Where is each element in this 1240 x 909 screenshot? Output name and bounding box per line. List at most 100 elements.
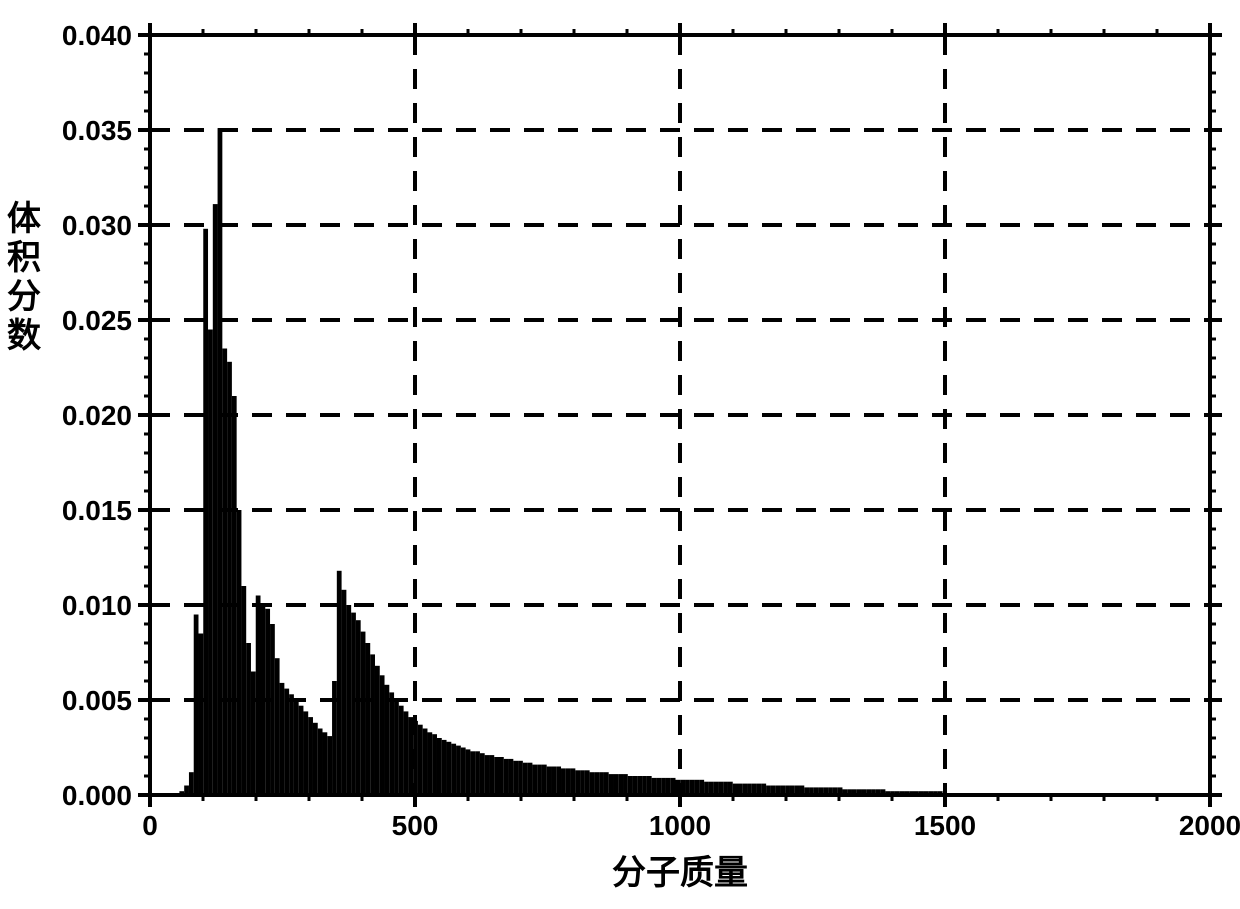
y-axis-label: 体积分数 — [4, 200, 44, 356]
bar — [437, 738, 442, 795]
xtick-label: 0 — [142, 810, 158, 841]
bar — [451, 744, 456, 795]
bar — [299, 706, 304, 795]
bar — [346, 605, 351, 795]
bar — [356, 620, 361, 795]
bar — [442, 740, 447, 795]
bar — [275, 658, 280, 795]
bar — [280, 683, 285, 795]
bar — [671, 778, 676, 795]
bar — [289, 694, 294, 795]
bar — [618, 774, 623, 795]
bar — [342, 590, 347, 795]
bar — [389, 692, 394, 795]
bar — [542, 765, 547, 795]
bar — [633, 776, 638, 795]
bar — [404, 711, 409, 795]
bar — [695, 780, 700, 795]
bar — [642, 776, 647, 795]
ytick-label: 0.035 — [62, 115, 132, 146]
bar — [656, 778, 661, 795]
bar — [408, 717, 413, 795]
bar — [227, 362, 232, 795]
bar — [303, 711, 308, 795]
ytick-label: 0.025 — [62, 305, 132, 336]
bar — [237, 510, 242, 795]
bar — [284, 689, 289, 795]
bar — [241, 586, 246, 795]
bar — [513, 761, 518, 795]
bar — [537, 765, 542, 795]
bar — [323, 732, 328, 795]
bar — [594, 772, 599, 795]
bar — [475, 751, 480, 795]
bar — [504, 759, 509, 795]
xtick-label: 1500 — [914, 810, 976, 841]
bar — [566, 768, 571, 795]
ytick-label: 0.030 — [62, 210, 132, 241]
bar — [599, 772, 604, 795]
bar — [699, 780, 704, 795]
bar — [375, 666, 380, 795]
bar — [461, 748, 466, 796]
ytick-label: 0.005 — [62, 685, 132, 716]
bar — [256, 596, 261, 796]
bar — [666, 778, 671, 795]
bar — [480, 753, 485, 795]
bar — [690, 780, 695, 795]
bar — [423, 729, 428, 796]
bar — [489, 755, 494, 795]
bar — [365, 643, 370, 795]
bar — [523, 763, 528, 795]
bar — [485, 755, 490, 795]
bar — [647, 776, 652, 795]
bar — [590, 772, 595, 795]
bar — [394, 700, 399, 795]
bar — [251, 672, 256, 796]
bar — [380, 675, 385, 795]
bar — [208, 330, 213, 796]
bar — [447, 742, 452, 795]
xtick-label: 500 — [392, 810, 439, 841]
bar — [561, 768, 566, 795]
ytick-label: 0.015 — [62, 495, 132, 526]
bar — [318, 729, 323, 796]
bar — [427, 732, 432, 795]
bar — [456, 746, 461, 795]
bar — [308, 717, 313, 795]
bar — [609, 774, 614, 795]
bar — [637, 776, 642, 795]
bar — [313, 723, 318, 795]
ytick-label: 0.010 — [62, 590, 132, 621]
bar — [585, 770, 590, 795]
ytick-label: 0.000 — [62, 780, 132, 811]
bar — [361, 632, 366, 795]
bar — [466, 749, 471, 795]
bar — [571, 768, 576, 795]
bar — [432, 734, 437, 795]
bar — [547, 767, 552, 796]
x-axis-label: 分子质量 — [580, 845, 780, 894]
bar — [370, 654, 375, 795]
bar — [470, 751, 475, 795]
xtick-label: 2000 — [1179, 810, 1240, 841]
ytick-label: 0.040 — [62, 20, 132, 51]
bar — [551, 767, 556, 796]
bar — [399, 706, 404, 795]
xtick-label: 1000 — [649, 810, 711, 841]
bar — [189, 772, 194, 795]
bar — [532, 765, 537, 795]
bar — [628, 776, 633, 795]
bar — [613, 774, 618, 795]
ytick-label: 0.020 — [62, 400, 132, 431]
bar — [232, 396, 237, 795]
bar — [518, 761, 523, 795]
bar — [213, 204, 218, 795]
bar — [652, 778, 657, 795]
bar — [270, 624, 275, 795]
bar — [194, 615, 199, 796]
bar — [351, 613, 356, 795]
bar — [246, 643, 251, 795]
figure: 体积分数 0.000 0.005 0.010 0.015 0.020 0.025 0.030… — [0, 0, 1240, 909]
bar — [327, 736, 332, 795]
